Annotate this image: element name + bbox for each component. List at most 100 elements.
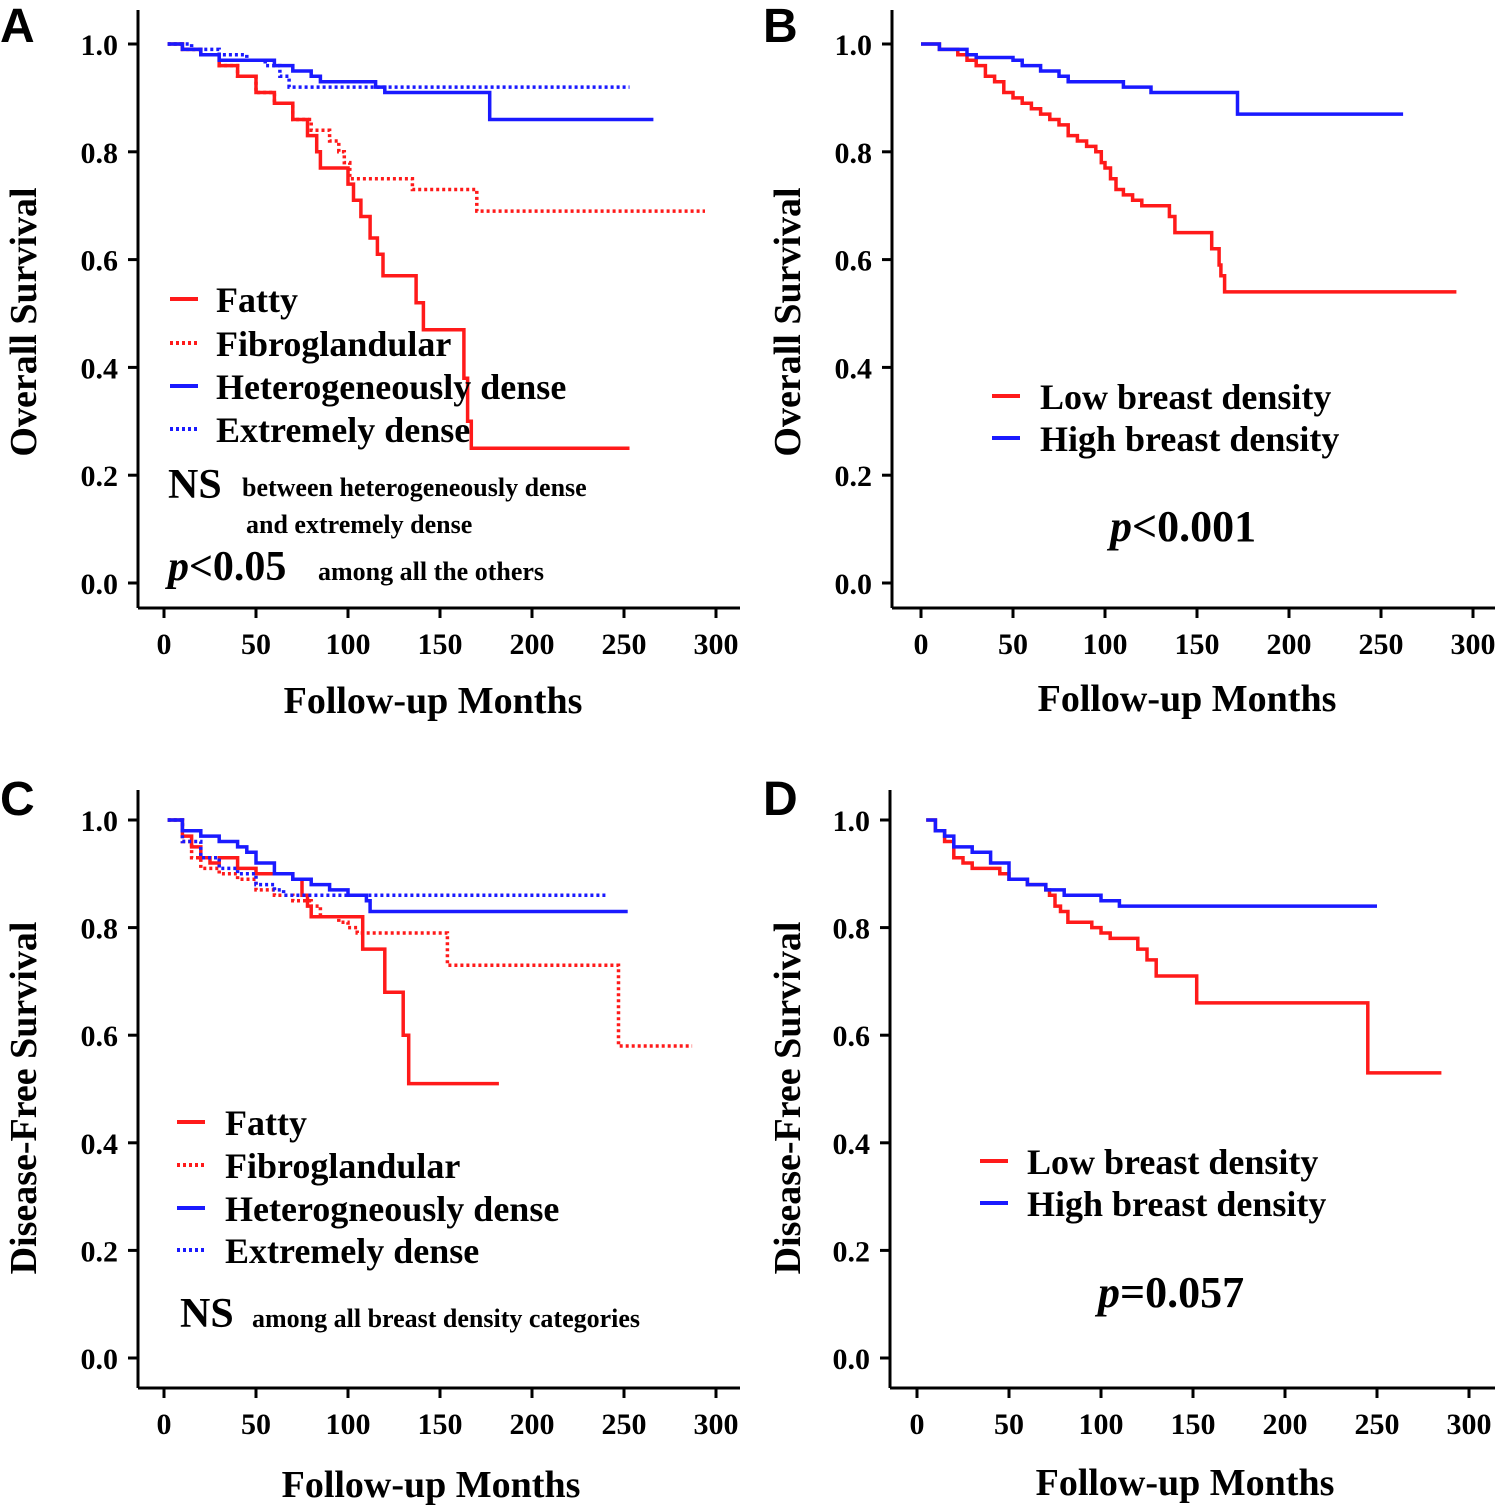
y-tick-label: 0.0 (81, 1343, 119, 1376)
y-tick-label: 0.6 (81, 245, 119, 278)
panel-c-legend: Fatty Fibroglandular Heterogneously dens… (177, 1103, 559, 1271)
x-tick-label: 50 (241, 628, 271, 661)
x-tick-label: 100 (326, 628, 371, 661)
series-line-low-breast-density (926, 818, 1442, 1075)
x-tick-label: 300 (694, 628, 739, 661)
legend-label-extremely-dense: Extremely dense (216, 410, 470, 450)
y-tick-label: 1.0 (833, 805, 871, 838)
panel-b-ticks: 0 50 100 150 200 250 300 0.0 0.2 0.4 0.6 0.8 1.0 (835, 29, 1496, 661)
panel-c-xlabel: Follow-up Months (282, 1464, 581, 1506)
y-tick-label: 0.0 (835, 568, 873, 601)
x-tick-label: 200 (510, 1408, 555, 1441)
y-tick-label: 1.0 (81, 29, 119, 62)
series-line-high-breast-density (926, 818, 1377, 908)
panel-c-ylabel: Disease-Free Survival (3, 922, 45, 1275)
y-tick-label: 0.8 (835, 137, 873, 170)
legend-label-high-density: High breast density (1027, 1184, 1326, 1224)
series-line-extremely-dense (167, 42, 630, 89)
x-tick-label: 0 (157, 1408, 172, 1441)
panel-a-ylabel: Overall Survival (3, 187, 45, 456)
y-tick-label: 0.0 (81, 568, 119, 601)
panel-d-pvalue: p=0.057 (1094, 1268, 1244, 1317)
annotation-pvalue: p<0.05 (165, 544, 286, 590)
legend-label-heterogeneously-dense: Heterogneously dense (225, 1189, 559, 1229)
y-tick-label: 0.2 (833, 1235, 871, 1268)
y-tick-label: 0.4 (835, 352, 873, 385)
y-tick-label: 0.6 (835, 245, 873, 278)
x-tick-label: 250 (1355, 1408, 1400, 1441)
panel-d-ylabel: Disease-Free Survival (767, 922, 809, 1275)
annotation-ns-text-1: between heterogeneously dense (242, 473, 587, 502)
legend-label-fatty: Fatty (225, 1103, 307, 1143)
series-line-fibroglandular (167, 818, 693, 1048)
x-tick-label: 50 (241, 1408, 271, 1441)
x-tick-label: 50 (994, 1408, 1024, 1441)
panel-d: D 0 50 100 150 200 250 300 0.0 0.2 0.4 0.6 0.8 1.0 F… (763, 773, 1495, 1504)
x-tick-label: 100 (1083, 628, 1128, 661)
y-tick-label: 0.6 (81, 1020, 119, 1053)
legend-label-fibroglandular: Fibroglandular (216, 324, 451, 364)
legend-label-fatty: Fatty (216, 280, 298, 320)
series-line-high-breast-density (921, 42, 1404, 116)
x-tick-label: 150 (1171, 1408, 1216, 1441)
panel-a-curves (167, 42, 705, 451)
x-tick-label: 150 (418, 628, 463, 661)
panel-a-annotation: NS between heterogeneously dense and ext… (165, 462, 587, 590)
legend-label-fibroglandular: Fibroglandular (225, 1146, 460, 1186)
x-tick-label: 0 (910, 1408, 925, 1441)
x-tick-label: 300 (1451, 628, 1496, 661)
panel-d-legend: Low breast density High breast density (980, 1142, 1326, 1224)
x-tick-label: 0 (914, 628, 929, 661)
y-tick-label: 1.0 (835, 29, 873, 62)
legend-label-low-density: Low breast density (1027, 1142, 1318, 1182)
panel-a-legend: Fatty Fibroglandular Heterogeneously den… (170, 280, 566, 450)
x-tick-label: 50 (998, 628, 1028, 661)
x-tick-label: 300 (694, 1408, 739, 1441)
panel-label-c: C (0, 773, 35, 826)
panel-a-xlabel: Follow-up Months (284, 680, 583, 722)
panel-c-annotation: NS among all breast density categories (180, 1291, 640, 1337)
series-line-low-breast-density (921, 42, 1457, 294)
x-tick-label: 150 (418, 1408, 463, 1441)
series-line-extremely-dense (167, 818, 606, 898)
annotation-ns: NS (180, 1291, 234, 1337)
panel-c: C 0 50 100 150 200 250 300 0.0 0.2 0.4 0.6 0.8 1.0 F… (0, 773, 740, 1506)
y-tick-label: 0.2 (835, 460, 873, 493)
legend-label-low-density: Low breast density (1040, 377, 1331, 417)
panel-label-b: B (763, 0, 798, 53)
y-tick-label: 0.2 (81, 460, 119, 493)
panel-d-xlabel: Follow-up Months (1036, 1462, 1335, 1504)
series-line-fibroglandular (167, 42, 705, 213)
y-tick-label: 0.0 (833, 1343, 871, 1376)
panel-c-ticks: 0 50 100 150 200 250 300 0.0 0.2 0.4 0.6 0.8 1.0 (81, 805, 739, 1441)
x-tick-label: 250 (602, 628, 647, 661)
panel-a: A 0 50 100 150 200 250 300 0.0 0.2 0.4 0.6 0.8 1.0 F… (0, 0, 740, 722)
panel-a-ticks: 0 50 100 150 200 250 300 0.0 0.2 0.4 0.6 0.8 1.0 (81, 29, 739, 661)
legend-label-heterogeneously-dense: Heterogeneously dense (216, 367, 566, 407)
panel-b-xlabel: Follow-up Months (1038, 678, 1337, 720)
x-tick-label: 250 (1359, 628, 1404, 661)
y-tick-label: 0.8 (81, 913, 119, 946)
annotation-ns-text-2: and extremely dense (246, 510, 472, 539)
y-tick-label: 0.6 (833, 1020, 871, 1053)
x-tick-label: 100 (326, 1408, 371, 1441)
y-tick-label: 1.0 (81, 805, 119, 838)
x-tick-label: 200 (510, 628, 555, 661)
y-tick-label: 0.4 (833, 1128, 871, 1161)
legend-label-extremely-dense: Extremely dense (225, 1231, 479, 1271)
panel-b-curves (921, 42, 1457, 294)
panel-d-curves (926, 818, 1442, 1075)
x-tick-label: 0 (157, 628, 172, 661)
x-tick-label: 100 (1079, 1408, 1124, 1441)
panel-b-ylabel: Overall Survival (767, 187, 809, 456)
series-line-heterogeneously-dense (167, 42, 654, 122)
y-tick-label: 0.4 (81, 352, 119, 385)
x-tick-label: 300 (1447, 1408, 1492, 1441)
x-tick-label: 200 (1263, 1408, 1308, 1441)
panel-b-axes (890, 10, 1495, 610)
x-tick-label: 250 (602, 1408, 647, 1441)
panel-b: B 0 50 100 150 200 250 300 0.0 0.2 0.4 0.6 0.8 1.0 F… (763, 0, 1496, 720)
annotation-pvalue-text: among all the others (318, 557, 544, 586)
x-tick-label: 150 (1175, 628, 1220, 661)
